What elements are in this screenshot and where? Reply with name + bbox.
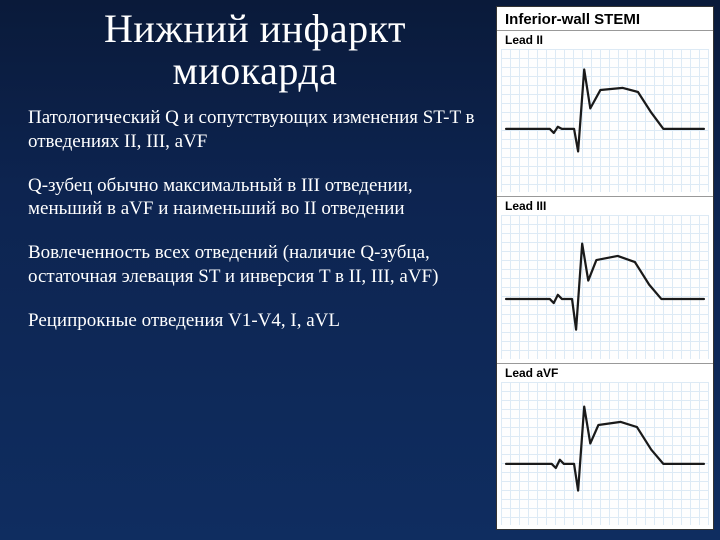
slide: Нижний инфаркт миокарда Патологический Q… [0, 0, 720, 540]
paragraph-2: Q-зубец обычно максимальный в III отведе… [28, 174, 482, 222]
ecg-panel: Inferior-wall STEMI Lead II Lead III [496, 6, 714, 530]
ecg-svg-ii [501, 49, 709, 192]
ecg-waveform-avf [506, 406, 704, 490]
lead-block-avf: Lead aVF [497, 363, 713, 529]
ecg-svg-avf [501, 382, 709, 525]
title-line-1: Нижний инфаркт [104, 6, 406, 51]
lead-label-ii: Lead II [497, 31, 713, 47]
lead-block-ii: Lead II [497, 30, 713, 196]
paragraph-3: Вовлеченность всех отведений (наличие Q-… [28, 241, 482, 289]
ecg-grid-iii [501, 215, 709, 358]
ecg-waveform-ii [506, 69, 704, 151]
lead-block-iii: Lead III [497, 196, 713, 362]
paragraph-1: Патологический Q и сопутствующих изменен… [28, 106, 482, 154]
lead-label-avf: Lead aVF [497, 364, 713, 380]
text-column: Нижний инфаркт миокарда Патологический Q… [0, 0, 492, 540]
ecg-svg-iii [501, 215, 709, 358]
ecg-column: Inferior-wall STEMI Lead II Lead III [492, 0, 720, 540]
title-line-2: миокарда [173, 48, 338, 93]
lead-label-iii: Lead III [497, 197, 713, 213]
ecg-grid-avf [501, 382, 709, 525]
panel-title: Inferior-wall STEMI [497, 7, 713, 30]
ecg-waveform-iii [506, 244, 704, 330]
ecg-grid-ii [501, 49, 709, 192]
paragraph-4: Реципрокные отведения V1-V4, I, aVL [28, 309, 482, 333]
slide-title: Нижний инфаркт миокарда [28, 8, 482, 92]
